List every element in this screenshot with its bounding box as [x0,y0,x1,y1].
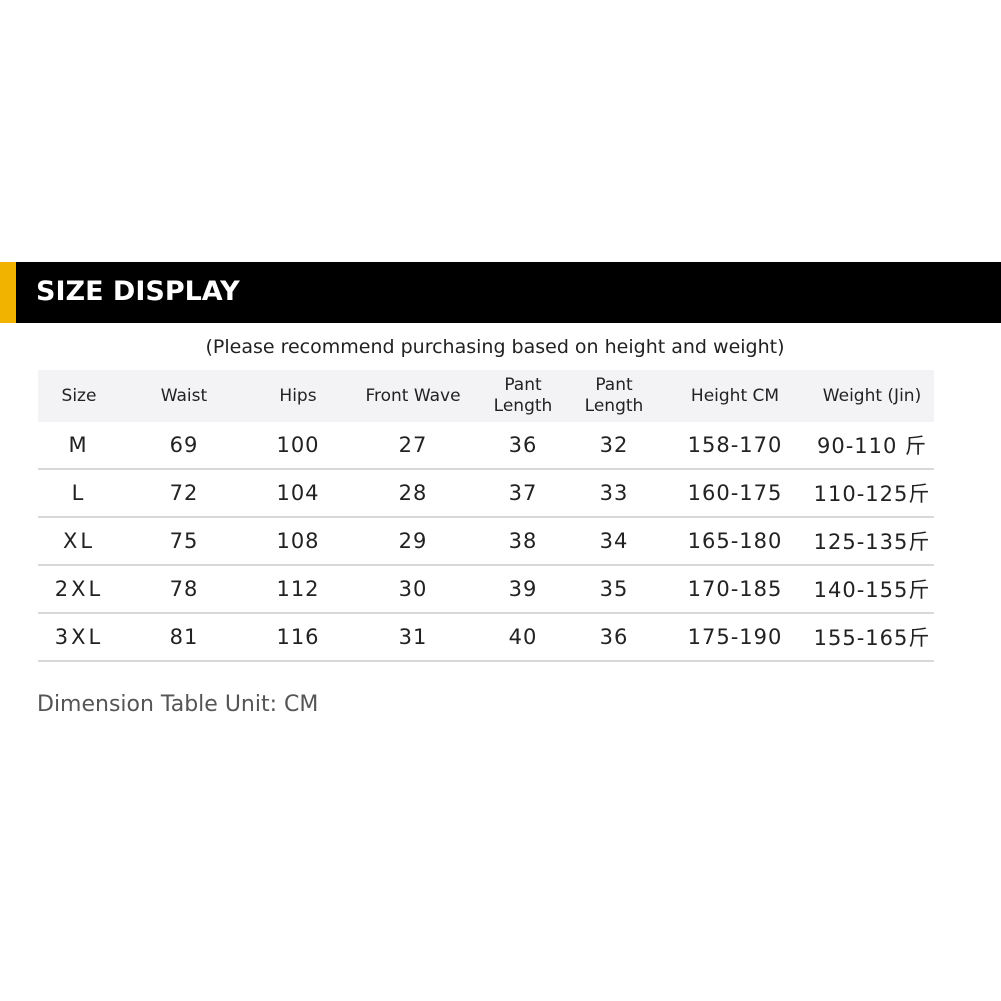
cell-pant-length-2: 33 [568,469,660,518]
cell-hips: 104 [248,469,348,518]
cell-height: 165-180 [660,517,810,566]
cell-pant-length: 37 [478,469,568,518]
cell-size: XL [38,517,120,566]
cell-pant-length: 36 [478,422,568,470]
header-waist: Waist [120,370,248,422]
cell-front-wave: 30 [348,565,478,614]
cell-weight: 140-155斤 [810,565,934,614]
cell-pant-length-2: 36 [568,613,660,662]
header-pant-length-2: Pant Length [568,370,660,422]
cell-hips: 100 [248,422,348,470]
cell-pant-length-2: 35 [568,565,660,614]
recommendation-note: (Please recommend purchasing based on he… [205,336,785,358]
cell-front-wave: 27 [348,422,478,470]
cell-pant-length: 39 [478,565,568,614]
cell-hips: 112 [248,565,348,614]
section-banner: SIZE DISPLAY [0,262,1001,323]
cell-hips: 116 [248,613,348,662]
cell-height: 158-170 [660,422,810,470]
table-row: XL 75 108 29 38 34 165-180 125-135斤 [38,517,934,566]
table-row: 2XL 78 112 30 39 35 170-185 140-155斤 [38,565,934,614]
cell-height: 170-185 [660,565,810,614]
cell-waist: 75 [120,517,248,566]
cell-size: 2XL [38,565,120,614]
cell-size: L [38,469,120,518]
header-pant-length: Pant Length [478,370,568,422]
cell-waist: 72 [120,469,248,518]
header-height: Height CM [660,370,810,422]
banner-accent-bar [0,262,16,323]
cell-waist: 81 [120,613,248,662]
header-hips: Hips [248,370,348,422]
cell-hips: 108 [248,517,348,566]
cell-weight: 125-135斤 [810,517,934,566]
cell-front-wave: 28 [348,469,478,518]
cell-waist: 78 [120,565,248,614]
header-front-wave: Front Wave [348,370,478,422]
size-table: Size Waist Hips Front Wave Pant Length P… [38,370,934,662]
cell-weight: 110-125斤 [810,469,934,518]
cell-height: 175-190 [660,613,810,662]
cell-front-wave: 31 [348,613,478,662]
cell-size: 3XL [38,613,120,662]
cell-pant-length: 38 [478,517,568,566]
table-row: 3XL 81 116 31 40 36 175-190 155-165斤 [38,613,934,662]
cell-weight: 155-165斤 [810,613,934,662]
table-header-row: Size Waist Hips Front Wave Pant Length P… [38,370,934,422]
cell-waist: 69 [120,422,248,470]
cell-pant-length-2: 32 [568,422,660,470]
cell-pant-length-2: 34 [568,517,660,566]
table-row: L 72 104 28 37 33 160-175 110-125斤 [38,469,934,518]
banner-title: SIZE DISPLAY [36,276,240,307]
cell-weight: 90-110 斤 [810,422,934,470]
header-size: Size [38,370,120,422]
table-row: M 69 100 27 36 32 158-170 90-110 斤 [38,422,934,470]
cell-height: 160-175 [660,469,810,518]
cell-front-wave: 29 [348,517,478,566]
cell-size: M [38,422,120,470]
header-weight: Weight (Jin) [810,370,934,422]
cell-pant-length: 40 [478,613,568,662]
unit-note: Dimension Table Unit: CM [37,692,319,717]
